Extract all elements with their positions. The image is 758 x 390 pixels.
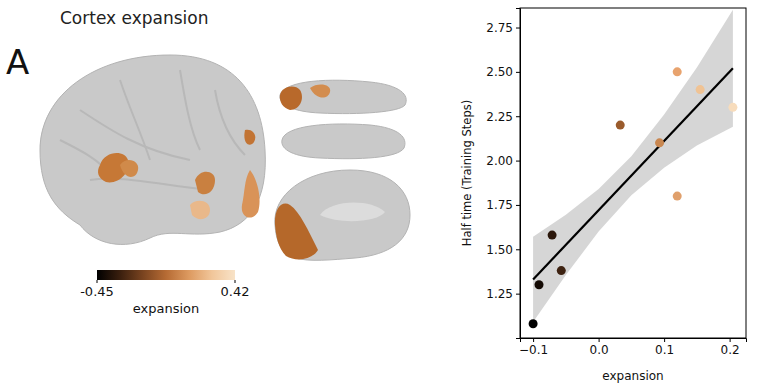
x-tick: 0.1	[655, 338, 674, 357]
colorbar-label: expansion	[133, 301, 200, 316]
scatter-point	[534, 280, 543, 289]
brain-medial	[275, 170, 410, 260]
brain-region	[242, 170, 260, 218]
y-tick-mark	[516, 116, 520, 117]
y-tick: 1.75	[486, 198, 520, 212]
y-tick-label: 2.50	[486, 65, 513, 79]
y-tick-mark	[516, 161, 520, 162]
figure: Cortex expansion A -0.45 0.42 expansion −0.1 0…	[0, 0, 758, 390]
brain-lateral	[40, 55, 265, 244]
y-tick: 1.25	[486, 287, 520, 301]
x-tick-label: 0.2	[721, 343, 740, 357]
y-tick-label: 1.25	[486, 287, 513, 301]
y-axis-line	[516, 9, 521, 339]
brain-sulcus	[180, 70, 200, 150]
scatter-point	[616, 121, 625, 130]
x-axis-title: expansion	[602, 369, 663, 383]
x-tick-mark	[533, 338, 534, 342]
scatter-point	[548, 231, 557, 240]
y-tick-mark	[516, 28, 520, 29]
y-tick-mark	[516, 205, 520, 206]
y-tick-mark	[516, 249, 520, 250]
x-tick: 0.2	[721, 338, 740, 357]
x-tick: −0.1	[519, 338, 548, 357]
brain-corpus	[320, 203, 385, 222]
y-tick: 2.75	[486, 21, 520, 35]
x-tick-label: −0.1	[519, 343, 548, 357]
colorbar-tick-label: -0.45	[80, 284, 114, 299]
x-axis: −0.1 0.0 0.1 0.2	[519, 338, 746, 357]
brain-dorsal	[282, 124, 405, 159]
x-tick-mark	[730, 338, 731, 342]
colorbar	[97, 270, 235, 280]
scatter-point	[728, 103, 737, 112]
regression-line	[533, 68, 733, 279]
y-tick-label: 2.25	[486, 110, 513, 124]
panel-label: A	[6, 42, 29, 82]
y-tick-label: 1.75	[486, 198, 513, 212]
brain-sulcus	[120, 80, 150, 160]
brain-region	[120, 160, 138, 177]
brain-region	[190, 201, 210, 219]
y-axis-title: Half time (Training Steps)	[460, 100, 474, 246]
y-tick: 2.00	[486, 154, 520, 168]
brain-sulcus	[215, 90, 245, 155]
x-tick-mark	[599, 338, 600, 342]
scatter-point	[529, 319, 538, 328]
brain-region	[195, 172, 215, 195]
y-tick-label: 1.50	[486, 243, 513, 257]
colorbar-tick	[97, 280, 98, 283]
x-tick: 0.0	[590, 338, 609, 357]
colorbar-tick-label: 0.42	[221, 284, 250, 299]
x-tick-mark	[664, 338, 665, 342]
brain-region	[310, 85, 330, 98]
y-tick-mark	[516, 72, 520, 73]
scatter-point	[673, 67, 682, 76]
brain-region	[280, 87, 302, 110]
y-tick: 1.50	[486, 243, 520, 257]
brain-region	[244, 130, 255, 145]
y-tick-mark	[516, 294, 520, 295]
colorbar-tick	[235, 280, 236, 283]
plot-area	[529, 10, 738, 329]
y-axis: 1.25 1.50 1.75 2.00 2.25 2.50 2.75	[486, 9, 520, 339]
plot-frame	[520, 8, 746, 338]
y-tick: 2.25	[486, 110, 520, 124]
scatter-point	[655, 138, 664, 147]
title: Cortex expansion	[60, 8, 209, 28]
x-tick-label: 0.1	[655, 343, 674, 357]
x-axis-line	[521, 339, 747, 343]
brain-illustration	[40, 55, 410, 260]
y-tick-label: 2.75	[486, 21, 513, 35]
brain-dorsal	[280, 80, 406, 113]
confidence-band	[533, 10, 733, 322]
scatter-point	[557, 266, 566, 275]
scatter-point	[673, 192, 682, 201]
x-tick-label: 0.0	[590, 343, 609, 357]
brain-region	[275, 204, 318, 260]
scatter-point	[696, 85, 705, 94]
y-tick: 2.50	[486, 65, 520, 79]
y-tick-label: 2.00	[486, 154, 513, 168]
